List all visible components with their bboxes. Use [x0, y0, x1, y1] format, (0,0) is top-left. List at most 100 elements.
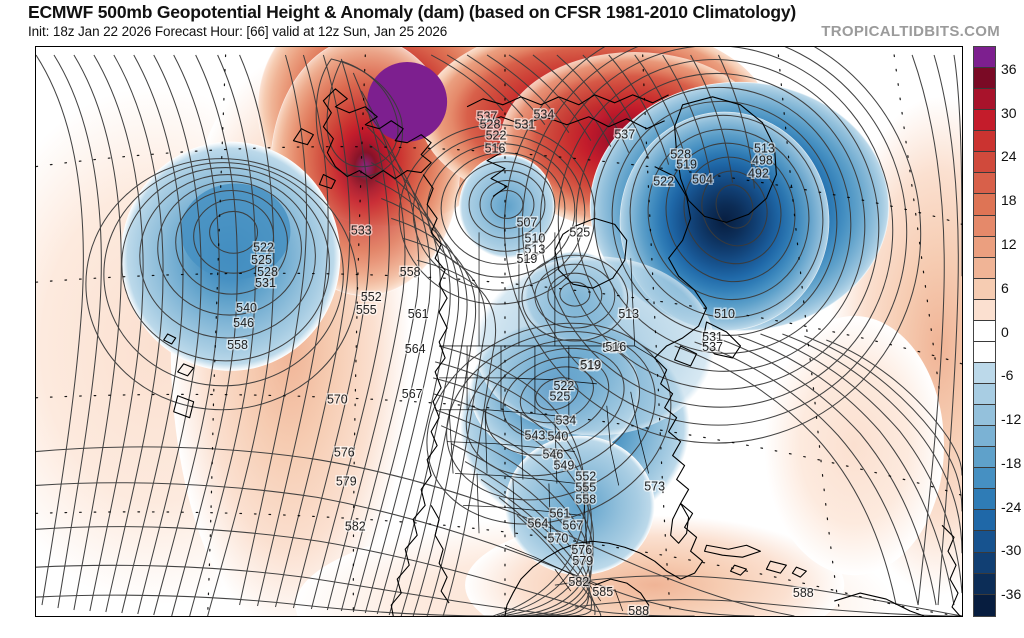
contour-label: 504: [692, 173, 713, 187]
colorbar-band--33: [974, 552, 995, 574]
coastline-nova-scotia: [674, 345, 698, 367]
contour-label: 576: [571, 543, 592, 557]
contour-label: 582: [568, 575, 589, 589]
contour-label: 519: [580, 358, 601, 372]
contour-label: 528: [257, 265, 278, 279]
colorbar-band-24: [974, 152, 995, 174]
contour-label: 570: [327, 393, 348, 407]
colorbar-tick-6: 6: [1001, 279, 1009, 296]
colorbar-tick-18: 18: [1001, 192, 1017, 209]
contour-label: 540: [547, 430, 568, 444]
geography-layer: [163, 88, 961, 616]
colorbar-band-6: [974, 278, 995, 300]
contour-label: 573: [644, 479, 665, 493]
graticule: [36, 54, 962, 616]
contour-label: 522: [486, 129, 507, 143]
coastline-maui: [177, 363, 195, 377]
contour-label: 561: [549, 506, 570, 520]
contour-label: 528: [480, 118, 501, 132]
contour-label: 585: [592, 585, 613, 599]
contour-label: 567: [402, 387, 423, 401]
colorbar-tick-12: 12: [1001, 235, 1017, 252]
contour-label: 588: [793, 586, 814, 600]
map-canvas: 533 537 534 528 531 522 516 537 507 510 513 519 525 5…: [35, 46, 963, 617]
coastline-africa-west: [941, 524, 961, 616]
coastline-west-north-america: [390, 174, 448, 616]
contour-label: 510: [714, 307, 735, 321]
contour-label: 570: [547, 531, 568, 545]
contour-label: 533: [351, 223, 372, 237]
contour-label: 522: [553, 379, 574, 393]
contour-label: 534: [534, 108, 555, 122]
contour-label: 543: [525, 429, 546, 443]
coastline-jamaica: [729, 564, 748, 576]
colorbar-band-30: [974, 110, 995, 132]
colorbar-band-27: [974, 131, 995, 153]
contour-label: 564: [528, 516, 549, 530]
coastline-kodiak: [318, 174, 336, 190]
contour-label: 558: [575, 492, 596, 506]
contour-label: 582: [345, 519, 366, 533]
coastline-kauai: [163, 333, 177, 345]
colorbar-band-21: [974, 173, 995, 195]
coastline-alaska: [322, 88, 432, 180]
coastline-cuba: [704, 544, 761, 558]
contour-label: 510: [525, 231, 546, 245]
contour-label: 537: [477, 110, 498, 124]
contour-label: 537: [614, 128, 635, 142]
coastline-aleutian-west: [292, 128, 314, 146]
contour-label: 546: [542, 448, 563, 462]
colorbar-band--15: [974, 426, 995, 448]
colorbar-band-36: [974, 68, 995, 90]
forecast-metadata: Init: 18z Jan 22 2026 Forecast Hour: [66…: [28, 24, 448, 39]
brand-watermark: TROPICALTIDBITS.COM: [821, 23, 1000, 40]
colorbar-band--9: [974, 384, 995, 406]
contour-label: 555: [575, 480, 596, 494]
coastline-newfoundland: [702, 321, 742, 359]
contour-label: 555: [356, 303, 377, 317]
colorbar-band-33: [974, 89, 995, 111]
chart-header: ECMWF 500mb Geopotential Height & Anomal…: [0, 0, 1024, 46]
contour-label: 531: [255, 276, 276, 290]
contour-label: 528: [670, 148, 691, 162]
contour-label: 558: [227, 338, 248, 352]
contour-label: 579: [572, 554, 593, 568]
colorbar-tick--12: -12: [1001, 411, 1022, 428]
contour-label: 525: [549, 390, 570, 404]
contour-label: 531: [702, 330, 723, 344]
colorbar-tick--36: -36: [1001, 586, 1022, 603]
coastline-labrador: [654, 166, 708, 359]
contour-label: 522: [653, 175, 674, 189]
contour-label: 492: [748, 167, 769, 181]
coastline-hispaniola: [765, 560, 787, 574]
contour-label: 516: [485, 142, 506, 156]
coastline-arctic-mainland: [478, 116, 665, 130]
colorbar-band--3: [974, 341, 995, 363]
warm-anomaly-core-purple-2: [367, 61, 448, 142]
colorbar-band-0: [974, 320, 995, 342]
colorbar-band--18: [974, 447, 995, 469]
colorbar-tick-24: 24: [1001, 148, 1017, 165]
colorbar-band-18: [974, 194, 995, 216]
colorbar-tick-30: 30: [1001, 104, 1017, 121]
coastline-greenland: [674, 96, 777, 223]
contour-label: 513: [618, 307, 639, 321]
contour-label: 519: [676, 158, 697, 172]
contour-label: 513: [525, 242, 546, 256]
contour-label: 588: [628, 604, 649, 616]
contour-label: 537: [702, 340, 723, 354]
colorbar-tick--6: -6: [1001, 367, 1014, 384]
contour-label: 531: [515, 118, 536, 132]
anomaly-colorbar: [973, 46, 996, 617]
coastline-florida: [670, 502, 690, 544]
colorbar-band--30: [974, 531, 995, 553]
contour-label: 552: [575, 469, 596, 483]
colorbar-band--12: [974, 405, 995, 427]
colorbar-band-15: [974, 215, 995, 237]
contour-label: 516: [605, 340, 626, 354]
coastline-arctic-islands: [466, 94, 669, 108]
colorbar-band-12: [974, 236, 995, 258]
contour-label: 579: [336, 474, 357, 488]
warm-anomaly-atlantic-mid: [764, 316, 945, 576]
